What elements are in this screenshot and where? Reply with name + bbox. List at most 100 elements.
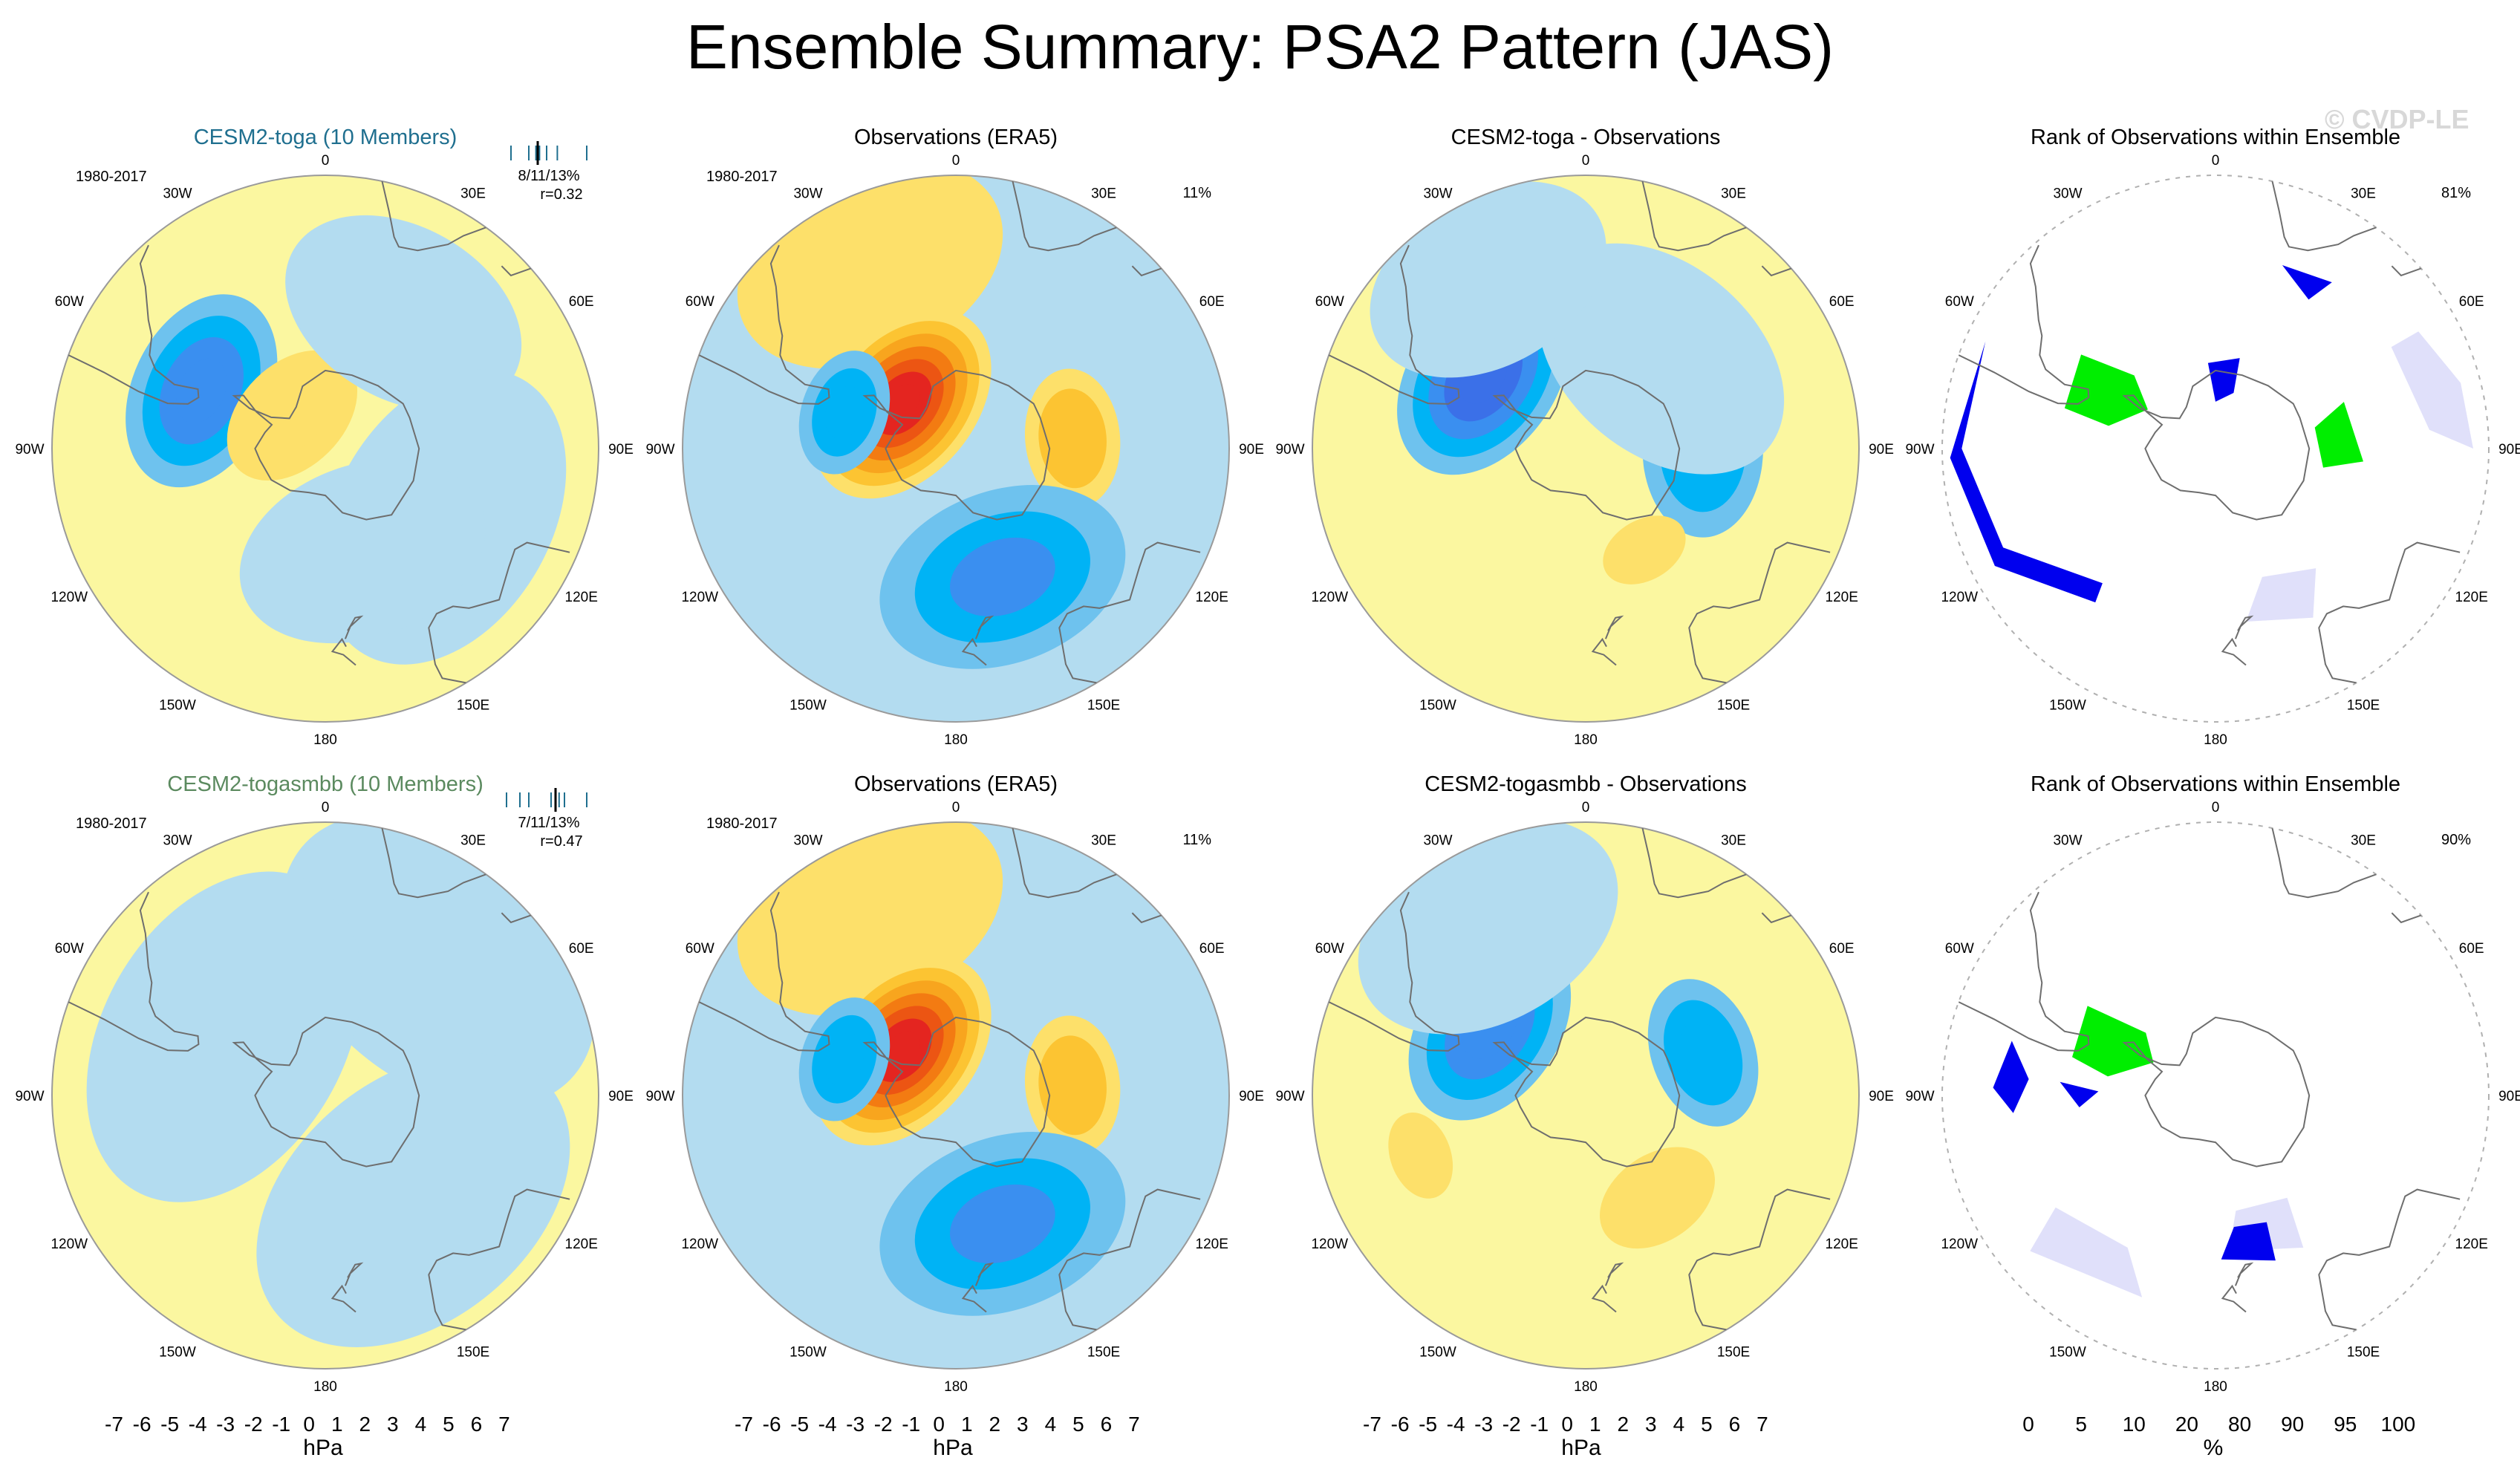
lon-label: 180: [313, 1379, 337, 1395]
lon-label: 120E: [1196, 590, 1228, 605]
lon-label: 30W: [1423, 186, 1452, 201]
lon-label: 90E: [1239, 442, 1264, 457]
lon-label: 30E: [1721, 833, 1746, 848]
colorbar-label: -3: [1474, 1413, 1493, 1436]
lon-label: 180: [944, 732, 968, 748]
lon-label: 120E: [2455, 1237, 2488, 1252]
anomaly-contour: [824, 385, 865, 439]
lon-label: 60W: [1315, 294, 1344, 310]
lon-label: 0: [952, 153, 960, 169]
colorbar-label: -2: [1502, 1413, 1521, 1436]
colorbar: 0 5 10 20 80 90 95 100%: [2022, 1413, 2415, 1460]
coastline: [1641, 180, 1747, 252]
lon-label: 30E: [1721, 186, 1746, 201]
map-field: [1942, 175, 2489, 722]
lon-label: 90W: [645, 1089, 674, 1104]
colorbar-label: 6: [471, 1413, 483, 1436]
coastline: [1958, 891, 2090, 1052]
lon-label: 90E: [1869, 1089, 1894, 1104]
colorbar-label: 95: [2334, 1413, 2357, 1436]
rank-region: [2064, 354, 2148, 426]
period-label: 1980-2017: [706, 169, 778, 185]
colorbar-label: 6: [1101, 1413, 1113, 1436]
lon-label: 90W: [1905, 1089, 1934, 1104]
anomaly-contour: [1537, 243, 1785, 475]
coastline: [2318, 541, 2461, 684]
coastline: [698, 891, 830, 1052]
colorbar-label: -7: [105, 1413, 123, 1436]
panel-title: CESM2-togasmbb - Observations: [1425, 772, 1747, 796]
coastline: [1328, 891, 1460, 1052]
lon-label: 120E: [1826, 1237, 1858, 1252]
colorbar-label: 2: [989, 1413, 1001, 1436]
anomaly-contour: [253, 376, 331, 455]
colorbar: -7 -6 -5 -4 -3 -2 -1 0 1 2 3 4 5 6 7 hPa: [735, 1413, 1140, 1460]
lon-label: 60W: [55, 941, 84, 957]
map-panel-6: 0 30E 60E 90E 120E 150E 180 150W 120W 90W 60W 30W Ob…: [645, 772, 1263, 1395]
lon-label: 60E: [2459, 941, 2484, 957]
anomaly-contour: [1401, 1130, 1440, 1182]
lon-label: 30E: [460, 833, 486, 848]
lon-label: 30E: [2351, 833, 2376, 848]
map-border: [51, 175, 599, 723]
rank-region: [2221, 1222, 2276, 1261]
lon-label: 90W: [1275, 442, 1304, 457]
rank-region: [2282, 265, 2332, 300]
coastline: [1492, 1016, 1681, 1167]
coastline: [2318, 1188, 2461, 1331]
lon-label: 0: [322, 153, 330, 169]
lon-label: 180: [1574, 1379, 1598, 1395]
lon-label: 150E: [2347, 1345, 2380, 1361]
lon-label: 120W: [681, 590, 718, 605]
coastline: [1688, 1188, 1831, 1331]
coastline: [1012, 180, 1117, 252]
lon-label: 150W: [159, 698, 196, 714]
lon-label: 180: [1574, 732, 1598, 748]
period-label: 1980-2017: [706, 815, 778, 832]
colorbar-label: 10: [2123, 1413, 2146, 1436]
panel-title: CESM2-toga - Observations: [1451, 126, 1721, 149]
map-border: [1941, 175, 2490, 723]
coastline: [2221, 637, 2247, 666]
lon-label: 30W: [793, 186, 822, 201]
map-field: [683, 175, 1229, 722]
lon-label: 60E: [569, 294, 594, 310]
anomaly-contour: [285, 215, 522, 411]
anomaly-contour: [256, 1053, 570, 1347]
coastline: [1604, 1262, 1624, 1286]
lon-label: 0: [2212, 153, 2220, 169]
lon-label: 60W: [686, 941, 714, 957]
period-label: 1980-2017: [76, 815, 147, 832]
colorbar-label: -1: [902, 1413, 920, 1436]
watermark: © CVDP-LE: [2325, 104, 2469, 134]
coastline: [1958, 244, 2090, 405]
colorbar-label: 6: [1729, 1413, 1741, 1436]
percent-label: 90%: [2441, 832, 2471, 848]
lon-label: 120W: [681, 1237, 718, 1252]
panel-title: CESM2-togasmbb (10 Members): [167, 772, 483, 796]
lon-label: 30E: [1091, 186, 1116, 201]
colorbar-label: -1: [1530, 1413, 1549, 1436]
coastline: [974, 615, 994, 639]
lon-label: 180: [2204, 1379, 2227, 1395]
lon-label: 150W: [1419, 698, 1456, 714]
coastline: [331, 1284, 356, 1313]
lon-label: 90W: [15, 1089, 44, 1104]
correlation-label: r=0.32: [540, 186, 582, 203]
colorbar-label: 5: [2075, 1413, 2087, 1436]
lon-label: 120E: [565, 1237, 598, 1252]
coastline: [1492, 369, 1681, 521]
colorbar-label: -3: [216, 1413, 235, 1436]
colorbar-label: 5: [1072, 1413, 1084, 1436]
coastline: [1591, 637, 1617, 666]
lon-label: 90W: [1905, 442, 1934, 457]
lon-label: 30W: [793, 833, 822, 848]
panel-title: Observations (ERA5): [854, 126, 1058, 149]
lon-label: 150E: [1087, 1345, 1120, 1361]
lon-label: 120W: [1311, 590, 1348, 605]
coastline: [862, 1016, 1051, 1167]
coastline: [2122, 1016, 2311, 1167]
coastline: [2221, 1284, 2247, 1313]
